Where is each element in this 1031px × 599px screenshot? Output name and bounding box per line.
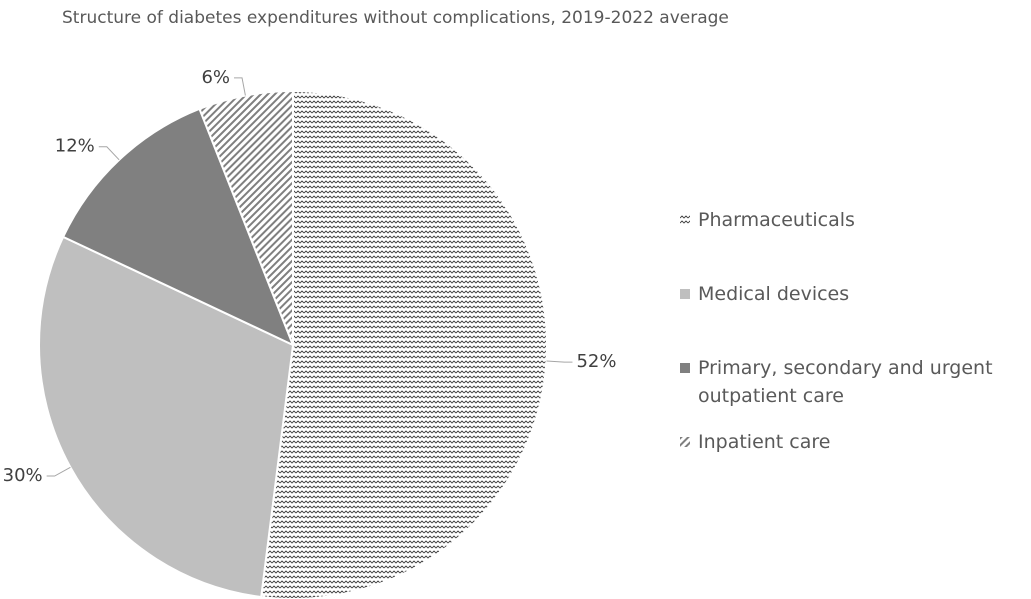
chart-title: Structure of diabetes expenditures witho… [62,8,729,28]
legend-label: Primary, secondary and urgent outpatient… [698,357,993,407]
legend-swatch [680,289,690,299]
leader-line [546,360,573,363]
legend-swatch-fill [680,437,690,447]
data-label: 52% [576,351,616,372]
pie-slice [61,107,295,347]
legend-swatch-fill [680,289,690,299]
data-label: 6% [201,67,230,88]
legend-swatch [680,215,690,225]
legend-swatch [680,363,690,373]
legend-swatch-fill [680,363,690,373]
legend-item: Inpatient care [676,428,1026,456]
legend-label: Medical devices [698,283,850,305]
data-label: 30% [3,465,43,486]
legend: Pharmaceuticals Medical devices Primary, s… [676,206,1026,456]
leader-line [46,466,71,477]
leader-line [234,77,246,96]
legend-item: Medical devices [676,280,1026,308]
legend-label: Pharmaceuticals [698,209,855,231]
pie-slice [260,89,548,599]
legend-item: Primary, secondary and urgent outpatient… [676,354,1026,410]
pie-slice [38,235,295,599]
data-label: 12% [55,136,95,157]
pie-slice [198,89,294,346]
leader-line [98,146,120,161]
legend-item: Pharmaceuticals [676,206,1026,234]
legend-label: Inpatient care [698,431,831,453]
legend-swatch-fill [680,215,690,225]
legend-swatch [680,437,690,447]
